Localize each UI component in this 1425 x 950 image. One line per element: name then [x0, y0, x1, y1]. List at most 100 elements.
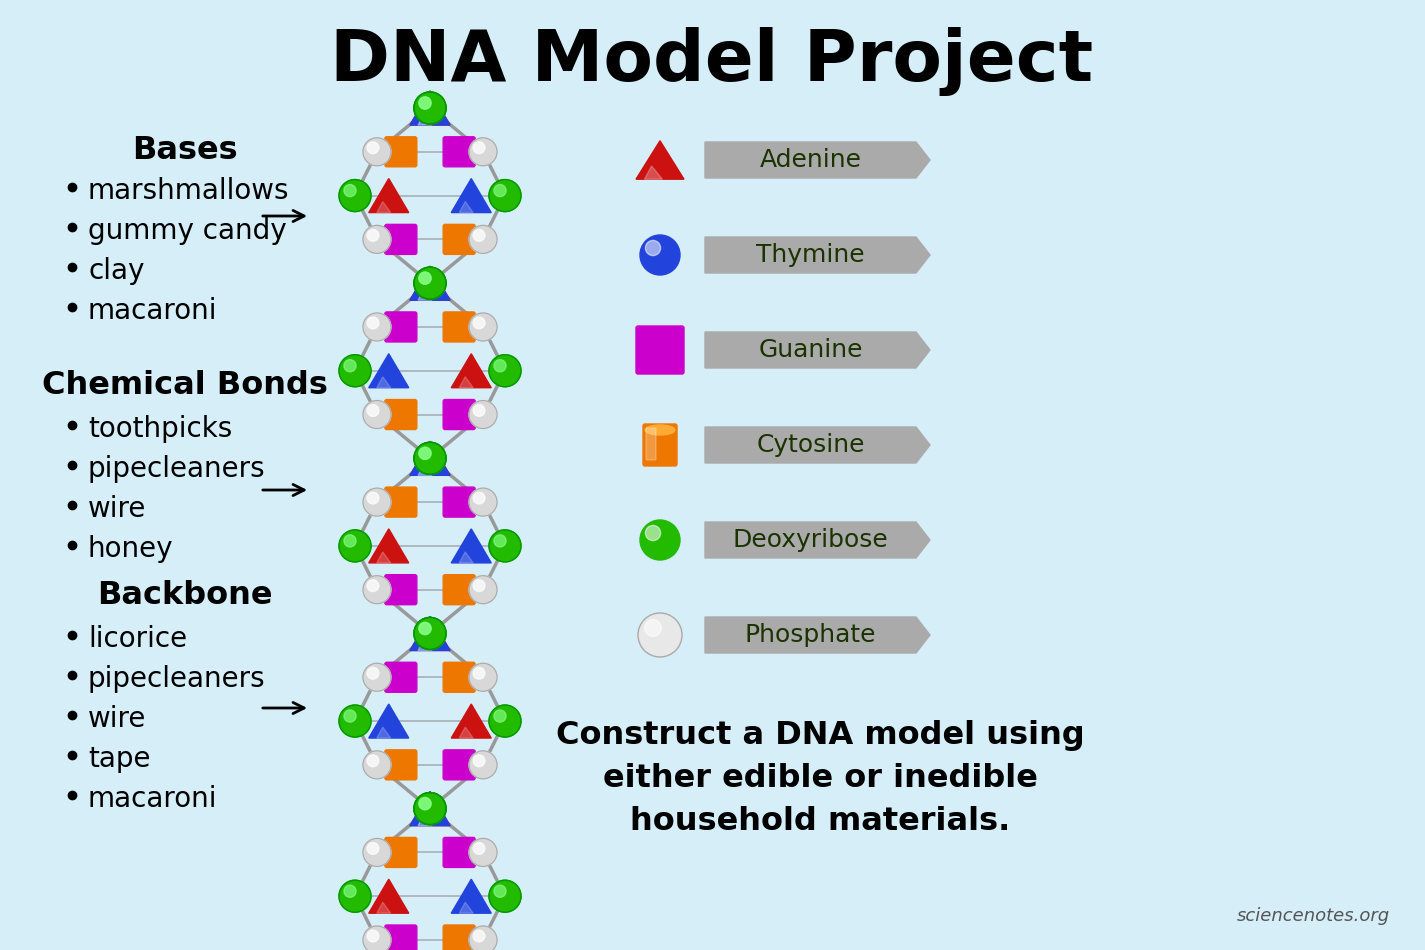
- Polygon shape: [418, 465, 432, 475]
- Circle shape: [473, 668, 485, 679]
- Polygon shape: [705, 617, 931, 653]
- Circle shape: [419, 622, 432, 635]
- Circle shape: [343, 885, 356, 898]
- Circle shape: [415, 443, 446, 474]
- Circle shape: [489, 530, 522, 561]
- Polygon shape: [410, 617, 450, 651]
- Circle shape: [473, 930, 485, 941]
- Circle shape: [363, 401, 390, 428]
- Polygon shape: [452, 879, 492, 913]
- Circle shape: [469, 401, 497, 428]
- Circle shape: [489, 354, 522, 387]
- Polygon shape: [459, 727, 473, 738]
- Polygon shape: [369, 353, 409, 388]
- Polygon shape: [369, 179, 409, 213]
- Circle shape: [473, 230, 485, 241]
- Circle shape: [473, 317, 485, 329]
- Circle shape: [489, 881, 522, 912]
- Circle shape: [469, 663, 497, 692]
- Circle shape: [368, 930, 379, 941]
- Circle shape: [363, 138, 390, 166]
- Polygon shape: [369, 529, 409, 563]
- Circle shape: [419, 272, 432, 284]
- Circle shape: [363, 225, 390, 254]
- Circle shape: [473, 843, 485, 854]
- Polygon shape: [410, 266, 450, 300]
- Polygon shape: [459, 902, 473, 913]
- Text: pipecleaners: pipecleaners: [88, 455, 265, 483]
- Circle shape: [415, 618, 446, 650]
- Polygon shape: [410, 442, 450, 475]
- Circle shape: [469, 750, 497, 779]
- Circle shape: [363, 663, 390, 692]
- Text: Cytosine: Cytosine: [757, 433, 865, 457]
- Text: Guanine: Guanine: [758, 338, 862, 362]
- FancyBboxPatch shape: [443, 662, 475, 693]
- Circle shape: [469, 138, 497, 166]
- FancyBboxPatch shape: [385, 312, 418, 342]
- Text: gummy candy: gummy candy: [88, 217, 286, 245]
- Text: macaroni: macaroni: [88, 297, 218, 325]
- Circle shape: [339, 180, 370, 212]
- Text: macaroni: macaroni: [88, 785, 218, 813]
- Circle shape: [368, 492, 379, 504]
- Circle shape: [339, 354, 370, 387]
- Text: Chemical Bonds: Chemical Bonds: [43, 370, 328, 401]
- Polygon shape: [410, 791, 450, 826]
- Polygon shape: [410, 91, 450, 125]
- FancyBboxPatch shape: [385, 487, 418, 517]
- Circle shape: [419, 97, 432, 109]
- Text: Construct a DNA model using
either edible or inedible
household materials.: Construct a DNA model using either edibl…: [556, 720, 1084, 837]
- Circle shape: [489, 705, 522, 737]
- Circle shape: [494, 360, 506, 371]
- Polygon shape: [418, 289, 432, 300]
- Polygon shape: [376, 377, 390, 388]
- Circle shape: [415, 92, 446, 124]
- Circle shape: [415, 267, 446, 299]
- Polygon shape: [418, 639, 432, 651]
- Polygon shape: [705, 332, 931, 368]
- Polygon shape: [369, 879, 409, 913]
- Text: Phosphate: Phosphate: [745, 623, 876, 647]
- Circle shape: [343, 360, 356, 371]
- Text: honey: honey: [88, 535, 174, 563]
- Text: Thymine: Thymine: [757, 243, 865, 267]
- Circle shape: [415, 92, 446, 124]
- Circle shape: [363, 750, 390, 779]
- Circle shape: [419, 97, 432, 109]
- Circle shape: [415, 618, 446, 650]
- Circle shape: [368, 580, 379, 592]
- FancyBboxPatch shape: [443, 400, 475, 429]
- Text: DNA Model Project: DNA Model Project: [331, 28, 1093, 97]
- Polygon shape: [410, 266, 450, 300]
- Polygon shape: [636, 141, 684, 180]
- Polygon shape: [418, 465, 432, 475]
- Circle shape: [363, 839, 390, 866]
- Circle shape: [494, 184, 506, 197]
- Circle shape: [415, 792, 446, 825]
- Circle shape: [343, 184, 356, 197]
- FancyBboxPatch shape: [443, 837, 475, 867]
- FancyBboxPatch shape: [636, 326, 684, 374]
- FancyBboxPatch shape: [443, 575, 475, 605]
- Polygon shape: [705, 522, 931, 558]
- Polygon shape: [418, 114, 432, 125]
- Circle shape: [644, 619, 661, 636]
- Circle shape: [469, 488, 497, 516]
- Circle shape: [638, 613, 683, 657]
- Circle shape: [368, 317, 379, 329]
- FancyBboxPatch shape: [443, 137, 475, 167]
- Circle shape: [469, 313, 497, 341]
- Circle shape: [368, 142, 379, 154]
- Circle shape: [363, 488, 390, 516]
- Polygon shape: [410, 791, 450, 826]
- FancyBboxPatch shape: [443, 487, 475, 517]
- Polygon shape: [459, 201, 473, 213]
- FancyBboxPatch shape: [385, 224, 418, 255]
- Circle shape: [363, 313, 390, 341]
- Polygon shape: [452, 704, 492, 738]
- Circle shape: [419, 447, 432, 460]
- Polygon shape: [418, 289, 432, 300]
- Polygon shape: [459, 552, 473, 563]
- Polygon shape: [410, 442, 450, 475]
